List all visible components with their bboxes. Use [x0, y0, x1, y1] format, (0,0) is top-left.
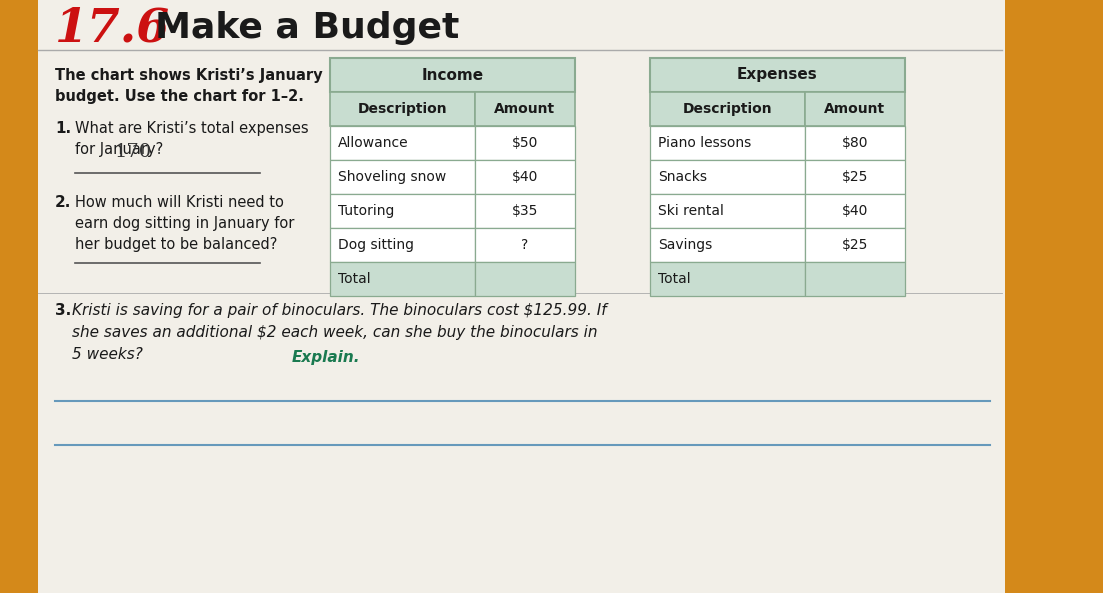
- Text: Allowance: Allowance: [338, 136, 408, 150]
- Bar: [805, 126, 904, 160]
- Bar: [330, 194, 475, 228]
- Text: Shoveling snow: Shoveling snow: [338, 170, 447, 184]
- Bar: [475, 228, 575, 262]
- Bar: [330, 58, 575, 92]
- Bar: [650, 194, 805, 228]
- Text: $35: $35: [512, 204, 538, 218]
- Text: Total: Total: [338, 272, 371, 286]
- Bar: [805, 228, 904, 262]
- Bar: [805, 262, 904, 296]
- Bar: [650, 92, 805, 126]
- Bar: [650, 126, 805, 160]
- Text: Description: Description: [683, 102, 772, 116]
- Text: 3.: 3.: [55, 303, 72, 318]
- Text: What are Kristi’s total expenses
for January?: What are Kristi’s total expenses for Jan…: [75, 121, 309, 157]
- Bar: [650, 58, 904, 92]
- Text: Explain.: Explain.: [292, 350, 361, 365]
- Text: Snacks: Snacks: [658, 170, 707, 184]
- Bar: [805, 160, 904, 194]
- Text: Tutoring: Tutoring: [338, 204, 395, 218]
- Text: Ski rental: Ski rental: [658, 204, 724, 218]
- Bar: [475, 92, 575, 126]
- Bar: [475, 262, 575, 296]
- Bar: [475, 126, 575, 160]
- Text: How much will Kristi need to
earn dog sitting in January for
her budget to be ba: How much will Kristi need to earn dog si…: [75, 195, 295, 252]
- Text: ?: ?: [522, 238, 528, 252]
- Text: 170: 170: [115, 143, 152, 161]
- Bar: [330, 228, 475, 262]
- Text: $40: $40: [842, 204, 868, 218]
- Bar: [1005, 0, 1103, 593]
- Text: Description: Description: [357, 102, 448, 116]
- Text: $80: $80: [842, 136, 868, 150]
- Text: Make a Budget: Make a Budget: [156, 11, 459, 45]
- Bar: [330, 126, 475, 160]
- Bar: [330, 92, 475, 126]
- Text: Savings: Savings: [658, 238, 713, 252]
- Text: Amount: Amount: [494, 102, 556, 116]
- Bar: [805, 92, 904, 126]
- Bar: [330, 160, 475, 194]
- Text: $25: $25: [842, 238, 868, 252]
- Text: Dog sitting: Dog sitting: [338, 238, 414, 252]
- Text: $25: $25: [842, 170, 868, 184]
- Bar: [0, 0, 38, 593]
- Text: $40: $40: [512, 170, 538, 184]
- Text: Piano lessons: Piano lessons: [658, 136, 751, 150]
- Text: $50: $50: [512, 136, 538, 150]
- Bar: [650, 228, 805, 262]
- Text: Income: Income: [421, 68, 483, 82]
- Bar: [330, 262, 475, 296]
- Bar: [38, 0, 1005, 593]
- Bar: [805, 194, 904, 228]
- Bar: [475, 194, 575, 228]
- Text: The chart shows Kristi’s January
budget. Use the chart for 1–2.: The chart shows Kristi’s January budget.…: [55, 68, 322, 104]
- Text: 1.: 1.: [55, 121, 71, 136]
- Text: 17.6: 17.6: [55, 5, 170, 51]
- Bar: [650, 262, 805, 296]
- Text: Expenses: Expenses: [737, 68, 818, 82]
- Text: Total: Total: [658, 272, 690, 286]
- Text: Amount: Amount: [824, 102, 886, 116]
- Text: 2.: 2.: [55, 195, 72, 210]
- Bar: [650, 160, 805, 194]
- Bar: [475, 160, 575, 194]
- Text: Kristi is saving for a pair of binoculars. The binoculars cost $125.99. If
she s: Kristi is saving for a pair of binocular…: [72, 303, 607, 362]
